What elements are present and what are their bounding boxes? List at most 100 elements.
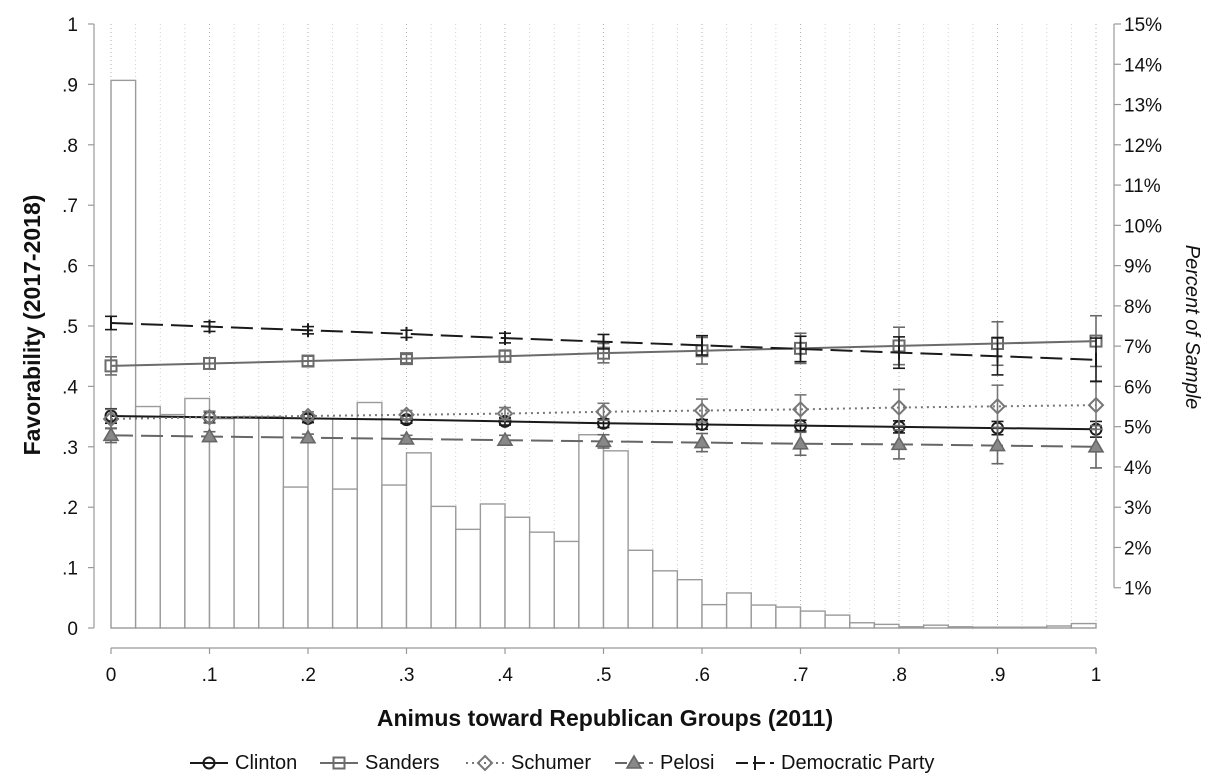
x-tick-label: .3 <box>399 665 415 686</box>
point-schumer <box>890 399 908 416</box>
y-tick-label: 0 <box>67 619 78 640</box>
point-schumer <box>595 403 612 421</box>
y2-tick-label: 6% <box>1124 377 1152 398</box>
histogram-bar <box>258 415 285 629</box>
histogram-bar <box>110 79 137 629</box>
point-pelosi <box>989 437 1006 452</box>
point-sanders <box>400 352 413 366</box>
histogram-bar <box>455 528 482 629</box>
histogram-bar <box>553 540 580 629</box>
histogram-bar <box>134 405 161 629</box>
legend-marker-sanders <box>332 756 346 770</box>
histogram-bar <box>898 626 925 629</box>
series-pelosi <box>102 424 1105 469</box>
legend-label-clinton: Clinton <box>235 752 297 774</box>
y-tick-label: .1 <box>62 559 78 580</box>
point-schumer <box>693 402 711 419</box>
y2-tick-label: 3% <box>1124 498 1152 519</box>
y2-tick-label: 4% <box>1124 458 1152 479</box>
histogram-bar <box>430 505 457 629</box>
y-tick-label: .2 <box>62 498 78 519</box>
y2-tick-label: 5% <box>1124 418 1152 439</box>
y2-tick-label: 9% <box>1124 257 1152 278</box>
point-schumer <box>102 410 120 428</box>
point-schumer <box>299 407 317 425</box>
point-schumer <box>398 406 415 424</box>
histogram-bar <box>750 604 777 629</box>
histogram-bar <box>331 488 358 629</box>
y2-tick-label: 11% <box>1124 176 1161 197</box>
histogram-bar <box>504 516 531 629</box>
histogram-bar <box>184 397 211 629</box>
y-axis-title: Favorability (2017-2018) <box>19 195 45 456</box>
histogram-bar <box>972 626 999 629</box>
legend-marker-clinton <box>202 756 216 770</box>
x-tick-label: .9 <box>990 665 1006 686</box>
line-sanders <box>110 340 1097 367</box>
histogram-bar <box>824 614 851 629</box>
x-tick-label: .8 <box>891 665 907 686</box>
y2-tick-label: 2% <box>1124 538 1152 559</box>
histogram-bar <box>996 626 1023 629</box>
histogram-bar <box>947 626 974 629</box>
point-pelosi <box>595 432 612 448</box>
histogram-bar <box>1021 626 1048 629</box>
point-schumer <box>496 405 514 422</box>
histogram-bar <box>799 610 826 629</box>
point-pelosi <box>496 431 514 446</box>
histogram-bar <box>479 503 506 629</box>
histogram-bar <box>282 486 309 629</box>
legend-item-schumer: Schumer <box>466 752 591 774</box>
point-pelosi <box>693 433 711 449</box>
x-tick-label: .7 <box>793 665 809 686</box>
point-pelosi <box>1087 438 1105 453</box>
series-schumer <box>102 380 1105 431</box>
axes: 0 .1 .2 .3 .4 .5 .6 .7 .8 .9 1 0 .1 .2 .3 .4 .5 .6 .7 .8 .9 1… <box>62 15 1162 686</box>
point-schumer <box>201 408 218 426</box>
point-sanders <box>203 356 216 370</box>
y2-tick-label: 13% <box>1124 96 1162 117</box>
legend-label-pelosi: Pelosi <box>660 752 714 774</box>
histogram-bar <box>701 603 728 629</box>
histogram-bar <box>627 549 654 629</box>
y2-tick-label: 12% <box>1124 136 1162 157</box>
point-pelosi <box>792 435 809 450</box>
y2-tick-label: 8% <box>1124 297 1152 318</box>
legend-label-schumer: Schumer <box>511 752 591 774</box>
x-tick-label: .2 <box>300 665 316 686</box>
histogram-bar <box>652 570 679 629</box>
histogram-bar <box>307 417 334 629</box>
y-tick-label: 1 <box>67 15 78 36</box>
point-pelosi <box>890 435 908 451</box>
y-tick-label: .7 <box>62 196 78 217</box>
point-pelosi <box>201 427 218 443</box>
series-lines <box>102 314 1105 469</box>
grid <box>110 24 1097 628</box>
point-sanders <box>104 359 118 373</box>
histogram-bar <box>578 434 605 629</box>
y-tick-label: .4 <box>62 377 78 398</box>
x-tick-label: .1 <box>202 665 218 686</box>
point-schumer <box>792 400 809 418</box>
histogram <box>110 79 1097 629</box>
histogram-bar <box>159 413 186 629</box>
x-tick-label: 0 <box>106 665 117 686</box>
y-tick-label: .8 <box>62 136 78 157</box>
point-pelosi <box>398 430 415 445</box>
legend-label-sanders: Sanders <box>365 752 440 774</box>
line-schumer <box>110 404 1097 421</box>
series-democratic-party <box>105 315 1102 383</box>
y-tick-label: .5 <box>62 317 78 338</box>
histogram-bar <box>381 484 408 629</box>
histogram-bar <box>602 450 629 629</box>
y-tick-label: .9 <box>62 75 78 96</box>
point-sanders <box>498 349 512 363</box>
histogram-bar <box>725 592 752 629</box>
histogram-bar <box>405 452 432 629</box>
y2-tick-label: 1% <box>1124 579 1152 600</box>
histogram-bar <box>208 417 235 629</box>
histogram-bar <box>528 531 555 629</box>
histogram-bar <box>849 622 876 629</box>
